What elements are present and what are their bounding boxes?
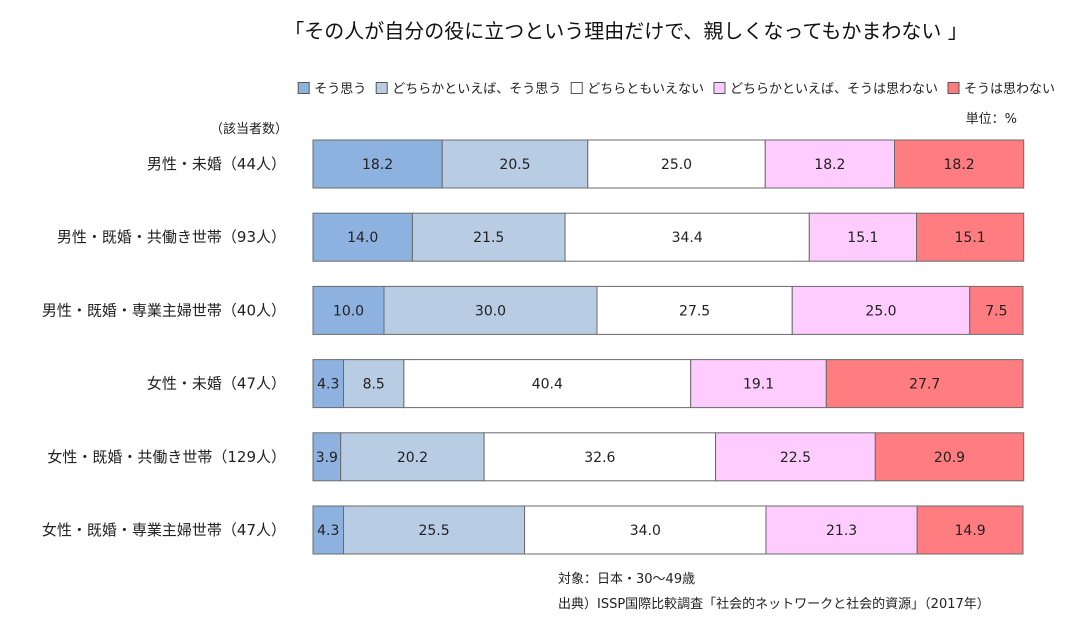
- bar-segment: [596, 285, 793, 335]
- legend-item: どちらかといえば、そう思う: [375, 82, 561, 97]
- legend-swatch: [947, 82, 960, 94]
- bar-segment: [564, 212, 810, 262]
- bar-segment: [916, 505, 1024, 555]
- bar-segment: [893, 139, 1025, 189]
- legend-swatch: [375, 82, 388, 94]
- footnote-source: 出典）ISSP国際比較調査「社会的ネットワークと社会的資源」（2017年）: [558, 596, 990, 612]
- legend: そう思う どちらかといえば、そう思う どちらともいえない どちらかといえば、そうは思わ…: [297, 82, 1055, 97]
- bar-segment: [765, 505, 918, 555]
- legend-item: そう思う: [297, 82, 366, 97]
- value-label: 27.7: [909, 377, 940, 393]
- category-label: 男性・未婚（44人）: [147, 155, 286, 173]
- legend-item: そうは思わない: [947, 82, 1055, 97]
- legend-item: どちらかといえば、そうは思わない: [713, 82, 938, 97]
- category-label: 女性・既婚・共働き世帯（129人）: [47, 448, 286, 466]
- value-label: 40.4: [532, 377, 563, 393]
- unit-label: 単位：%: [966, 111, 1017, 127]
- bar-segment: [312, 139, 443, 189]
- legend-swatch: [713, 82, 726, 94]
- bar-segment: [343, 505, 526, 555]
- value-label: 8.5: [363, 377, 385, 393]
- bar-segment: [312, 359, 345, 409]
- legend-item: どちらともいえない: [570, 82, 704, 97]
- bar-segment: [969, 285, 1024, 335]
- value-label: 34.0: [630, 523, 661, 539]
- bar-segment: [383, 285, 598, 335]
- bar-segment: [825, 359, 1024, 409]
- value-label: 4.3: [317, 523, 339, 539]
- bar-segment: [764, 139, 895, 189]
- bar-segment: [690, 359, 827, 409]
- value-label: 14.0: [347, 230, 378, 246]
- legend-label: どちらかといえば、そう思う: [392, 82, 561, 97]
- value-label: 25.0: [661, 157, 692, 173]
- value-label: 27.5: [679, 303, 710, 319]
- value-label: 21.3: [826, 523, 857, 539]
- value-label: 10.0: [333, 303, 364, 319]
- bar-segment: [441, 139, 589, 189]
- bar-segment: [483, 432, 717, 482]
- bar-segment: [791, 285, 971, 335]
- bar-segment: [343, 359, 405, 409]
- bar-segment: [587, 139, 766, 189]
- value-label: 34.4: [672, 230, 703, 246]
- value-label: 15.1: [847, 230, 878, 246]
- bar-segment: [524, 505, 767, 555]
- group-header: （該当者数）: [210, 121, 288, 137]
- bar-segment: [411, 212, 566, 262]
- value-label: 18.2: [814, 157, 845, 173]
- value-label: 32.6: [584, 450, 615, 466]
- value-label: 25.5: [418, 523, 449, 539]
- value-label: 7.5: [985, 303, 1007, 319]
- bar-segment: [312, 432, 342, 482]
- value-label: 20.5: [499, 157, 530, 173]
- value-label: 18.2: [944, 157, 975, 173]
- category-label: 男性・既婚・専業主婦世帯（40人）: [42, 301, 286, 319]
- chart-title: 「その人が自分の役に立つという理由だけで、親しくなってもかまわない 」: [284, 19, 968, 43]
- legend-label: どちらともいえない: [587, 82, 704, 97]
- bar-segment: [340, 432, 485, 482]
- value-label: 20.9: [934, 450, 965, 466]
- value-label: 21.5: [473, 230, 504, 246]
- bar-segment: [312, 212, 413, 262]
- value-label: 30.0: [475, 303, 506, 319]
- footnote-target: 対象：日本・30〜49歳: [558, 572, 695, 587]
- legend-swatch: [570, 82, 583, 94]
- bar-segment: [808, 212, 917, 262]
- value-label: 22.5: [780, 450, 811, 466]
- bar-segment: [403, 359, 692, 409]
- category-label: 女性・未婚（47人）: [147, 375, 286, 393]
- value-label: 14.9: [955, 523, 986, 539]
- value-label: 19.1: [743, 377, 774, 393]
- category-label: 男性・既婚・共働き世帯（93人）: [57, 228, 286, 246]
- value-label: 25.0: [865, 303, 896, 319]
- bar-segment: [874, 432, 1025, 482]
- value-label: 20.2: [397, 450, 428, 466]
- value-label: 3.9: [316, 450, 338, 466]
- legend-label: そうは思わない: [964, 82, 1055, 97]
- bar-rows: 男性・未婚（44人） 18.2 20.5 25.0 18.2 18.2 男性・既婚・共働き世…: [42, 139, 1025, 555]
- legend-label: どちらかといえば、そうは思わない: [730, 82, 938, 97]
- legend-label: そう思う: [314, 82, 366, 97]
- bar-segment: [916, 212, 1025, 262]
- legend-swatch: [297, 82, 310, 94]
- value-label: 15.1: [955, 230, 986, 246]
- value-label: 4.3: [317, 377, 339, 393]
- value-label: 18.2: [362, 157, 393, 173]
- category-label: 女性・既婚・専業主婦世帯（47人）: [42, 521, 286, 539]
